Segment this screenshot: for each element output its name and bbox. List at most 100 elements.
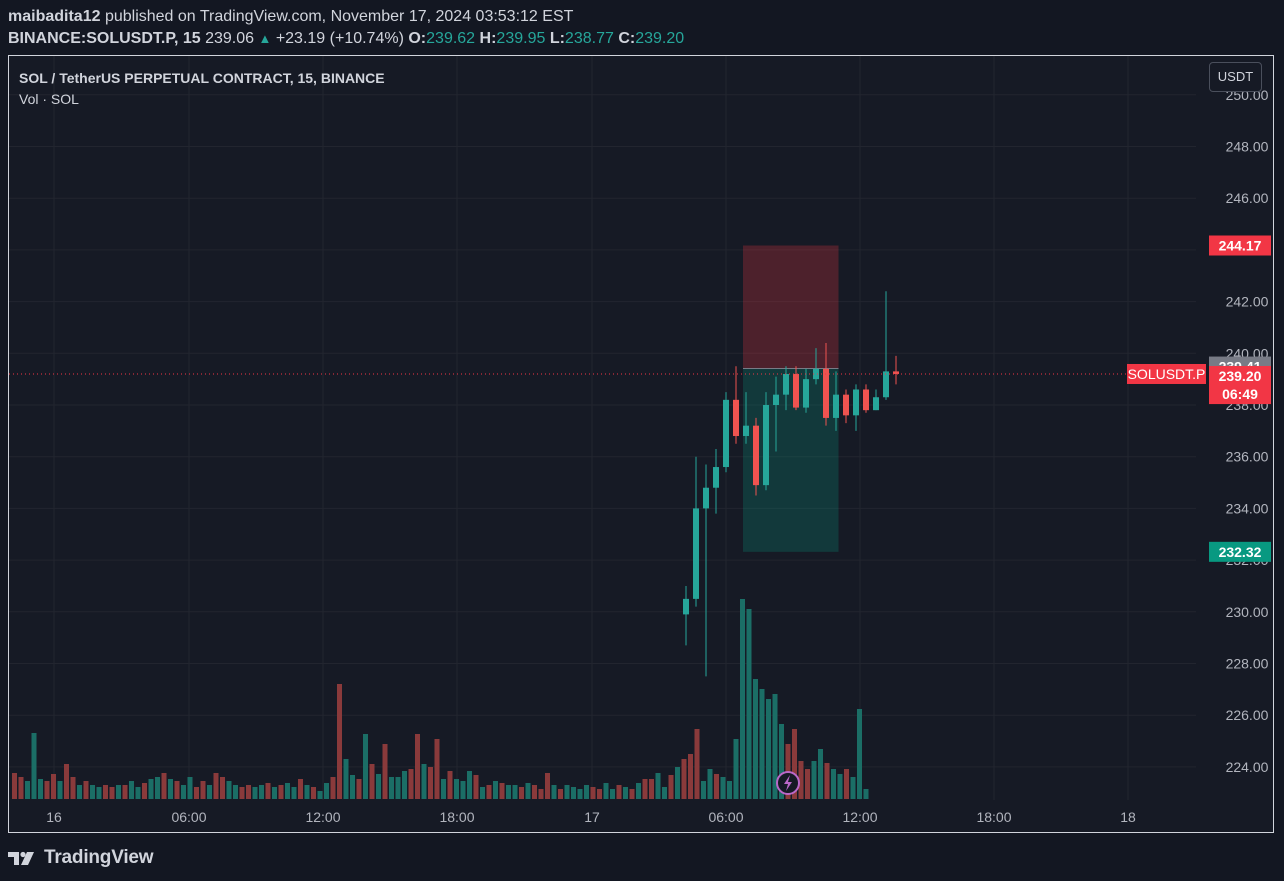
volume-bar [44, 781, 50, 799]
candle-body [743, 425, 749, 437]
published-text: published on TradingView.com, November 1… [104, 8, 574, 25]
volume-bar [434, 739, 440, 799]
volume-bar [148, 779, 154, 799]
candle-body [873, 397, 879, 411]
volume-bar [389, 777, 394, 799]
volume-bar [746, 609, 752, 799]
volume-bar [811, 761, 817, 799]
candle-body [793, 373, 799, 408]
volume-bar [701, 781, 706, 799]
volume-bar [688, 754, 693, 799]
time-tick-label: 18:00 [976, 809, 1011, 825]
volume-bar [772, 694, 778, 799]
volume-bar [330, 777, 336, 799]
volume-bar [720, 777, 726, 799]
volume-bar [181, 785, 186, 799]
volume-legend[interactable]: Vol · SOL [19, 91, 79, 107]
volume-bar [187, 777, 193, 799]
time-axis[interactable]: 16 06:00 12:00 18:00 17 06:00 12:00 18:00 18 [46, 809, 1136, 825]
volume-bar [759, 689, 765, 799]
volume-bar [805, 769, 810, 799]
candle-body [833, 394, 839, 418]
volume-bar [818, 749, 823, 799]
volume-bar [473, 775, 479, 799]
volume-bar [766, 699, 771, 799]
volume-bar [31, 733, 37, 799]
price-tick-label: 234.00 [1226, 500, 1269, 516]
currency-button[interactable]: USDT [1209, 62, 1262, 92]
candlestick-chart[interactable]: SOLUSDT.P 250.00248.00246.00244.00242.00… [9, 56, 1273, 832]
volume-bar [655, 773, 661, 799]
volume-bar [532, 785, 537, 799]
volume-bar [597, 789, 602, 799]
volume-bar [421, 764, 427, 799]
price-tick-label: 224.00 [1226, 759, 1269, 775]
volume-bar [200, 781, 206, 799]
price-label-box [1209, 384, 1271, 405]
volume-bar [668, 775, 674, 799]
triangle-up-icon: ▲ [258, 31, 272, 46]
volume-bar [311, 787, 316, 799]
volume-bar [441, 779, 446, 799]
chart-legend: SOL / TetherUS PERPETUAL CONTRACT, 15, B… [19, 68, 385, 110]
candle-body [683, 598, 689, 615]
volume-bar [447, 771, 453, 799]
volume-bar [38, 779, 43, 799]
volume-bar [564, 785, 570, 799]
volume-bar [850, 777, 856, 799]
tradingview-logo-icon [8, 851, 34, 865]
chart-title[interactable]: SOL / TetherUS PERPETUAL CONTRACT, 15, B… [19, 70, 385, 86]
volume-bar [577, 789, 583, 799]
time-tick-label: 06:00 [171, 809, 206, 825]
symbol-tag-text: SOLUSDT.P [1128, 366, 1206, 382]
author-name[interactable]: maibadita12 [8, 8, 101, 25]
volume-bar [694, 729, 700, 799]
volume-bar [265, 783, 271, 799]
low-label: L: [549, 30, 565, 47]
volume-bar [753, 679, 758, 799]
price-label-box [1209, 235, 1271, 256]
time-tick-label: 12:00 [842, 809, 877, 825]
volume-bar [590, 787, 596, 799]
volume-bar [629, 789, 635, 799]
volume-bar [831, 769, 836, 799]
lightning-icon[interactable] [776, 771, 800, 795]
volume-bar [733, 739, 739, 799]
volume-bar [519, 787, 524, 799]
volume-bar [285, 783, 290, 799]
volume-bar [317, 791, 323, 799]
volume-bar [402, 771, 407, 799]
tradingview-footer[interactable]: TradingView [8, 846, 154, 870]
volume-bar [538, 789, 544, 799]
candle-body [753, 425, 759, 486]
candle-body [773, 394, 779, 405]
volume-bar [382, 744, 388, 799]
volume-bar [727, 781, 732, 799]
price-tick-label: 248.00 [1226, 139, 1269, 155]
volume-bar [714, 774, 719, 799]
volume-bar [506, 785, 511, 799]
time-tick-label: 16 [46, 809, 62, 825]
time-tick-label: 06:00 [708, 809, 743, 825]
price-axis[interactable]: 250.00248.00246.00244.00242.00240.00238.… [1226, 87, 1269, 775]
volume-bar [512, 785, 518, 799]
volume-bar [278, 785, 284, 799]
candle-body [783, 373, 789, 395]
volume-bar [129, 781, 134, 799]
candle-body [863, 389, 869, 411]
open-value: 239.62 [426, 30, 476, 47]
candle-body [723, 399, 729, 468]
volume-bar [454, 779, 459, 799]
volume-bar [545, 773, 550, 799]
volume-bar [246, 785, 251, 799]
symbol-label: BINANCE:SOLUSDT.P, 15 [8, 30, 201, 47]
volume-bar [337, 684, 342, 799]
volume-bar [844, 769, 849, 799]
candle-body [693, 508, 699, 599]
price-label-text: 232.32 [1219, 544, 1262, 560]
volume-bar [57, 781, 63, 799]
chart-frame[interactable]: SOLUSDT.P 250.00248.00246.00244.00242.00… [8, 55, 1274, 833]
volume-bar [194, 787, 199, 799]
volume-bar [18, 777, 24, 799]
short-position-tool[interactable] [743, 245, 839, 552]
